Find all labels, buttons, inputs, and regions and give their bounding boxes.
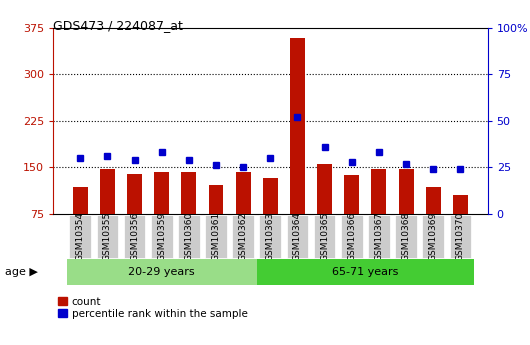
Bar xyxy=(127,174,142,260)
FancyBboxPatch shape xyxy=(314,215,335,258)
Text: 20-29 years: 20-29 years xyxy=(128,267,195,277)
FancyBboxPatch shape xyxy=(205,215,227,258)
FancyBboxPatch shape xyxy=(395,215,417,258)
Text: GSM10365: GSM10365 xyxy=(320,212,329,261)
Bar xyxy=(344,175,359,260)
FancyBboxPatch shape xyxy=(368,215,390,258)
Text: GDS473 / 224087_at: GDS473 / 224087_at xyxy=(53,19,183,32)
Bar xyxy=(290,38,305,260)
FancyBboxPatch shape xyxy=(151,215,173,258)
Text: GSM10360: GSM10360 xyxy=(184,212,193,261)
FancyBboxPatch shape xyxy=(260,215,281,258)
Text: GSM10364: GSM10364 xyxy=(293,212,302,261)
FancyBboxPatch shape xyxy=(96,215,118,258)
Text: age ▶: age ▶ xyxy=(5,267,38,277)
FancyBboxPatch shape xyxy=(287,215,308,258)
FancyBboxPatch shape xyxy=(123,215,145,258)
FancyBboxPatch shape xyxy=(341,215,363,258)
Text: GSM10367: GSM10367 xyxy=(374,212,383,261)
Bar xyxy=(154,172,169,260)
Text: GSM10361: GSM10361 xyxy=(211,212,220,261)
Text: GSM10366: GSM10366 xyxy=(347,212,356,261)
Text: GSM10359: GSM10359 xyxy=(157,212,166,261)
Bar xyxy=(263,178,278,260)
Bar xyxy=(208,185,224,260)
Bar xyxy=(67,259,257,285)
Text: GSM10368: GSM10368 xyxy=(402,212,411,261)
Legend: count, percentile rank within the sample: count, percentile rank within the sample xyxy=(58,297,248,319)
Text: GSM10362: GSM10362 xyxy=(238,212,248,261)
Text: GSM10356: GSM10356 xyxy=(130,212,139,261)
Bar xyxy=(372,169,386,260)
FancyBboxPatch shape xyxy=(232,215,254,258)
Text: GSM10355: GSM10355 xyxy=(103,212,112,261)
Bar xyxy=(257,259,474,285)
FancyBboxPatch shape xyxy=(69,215,91,258)
FancyBboxPatch shape xyxy=(449,215,471,258)
Text: GSM10369: GSM10369 xyxy=(429,212,438,261)
Bar xyxy=(236,172,251,260)
FancyBboxPatch shape xyxy=(178,215,200,258)
Text: GSM10370: GSM10370 xyxy=(456,212,465,261)
Bar xyxy=(317,164,332,260)
Bar xyxy=(426,187,440,260)
Text: 65-71 years: 65-71 years xyxy=(332,267,399,277)
Bar xyxy=(73,187,87,260)
Bar xyxy=(100,169,115,260)
Text: GSM10354: GSM10354 xyxy=(76,212,85,261)
Text: GSM10363: GSM10363 xyxy=(266,212,275,261)
Bar xyxy=(453,195,468,260)
Bar xyxy=(181,172,196,260)
Bar xyxy=(399,169,413,260)
FancyBboxPatch shape xyxy=(422,215,444,258)
